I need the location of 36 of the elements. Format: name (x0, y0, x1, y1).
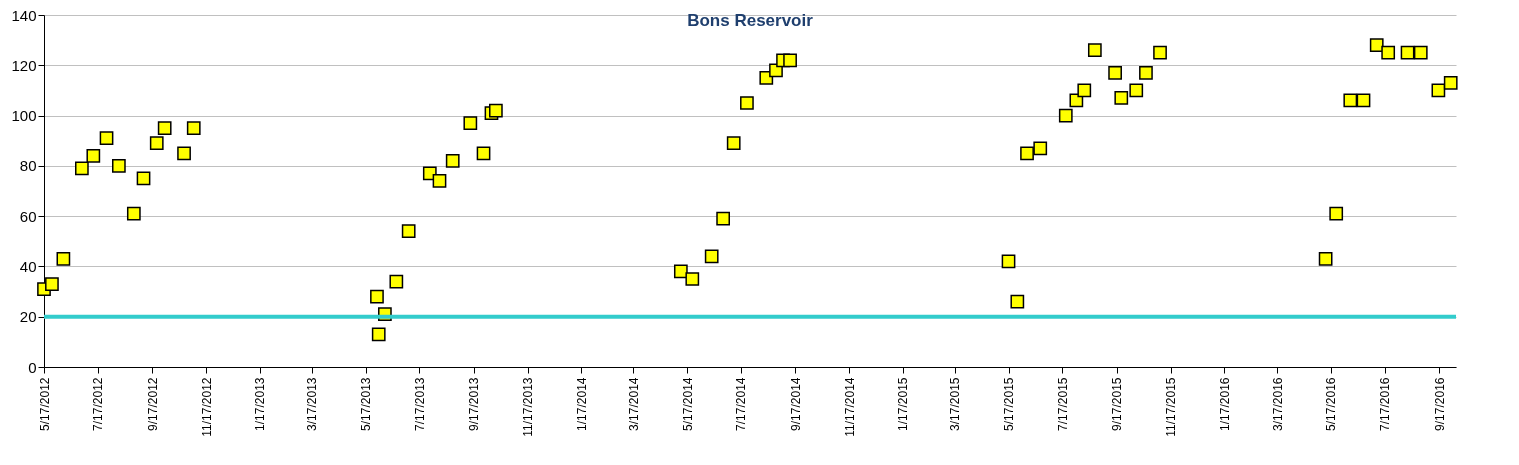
x-tick-label: 9/17/2014 (788, 377, 803, 431)
x-tick-label: 7/17/2012 (91, 377, 106, 431)
x-tick-label: 11/17/2013 (521, 377, 536, 437)
chart-title: Bons Reservoir (687, 11, 814, 30)
x-tick-label: 5/17/2014 (680, 377, 695, 431)
x-tick-label: 9/17/2015 (1110, 377, 1125, 431)
x-tick-label: 1/17/2015 (896, 377, 911, 431)
x-tick-label: 7/17/2015 (1055, 377, 1070, 431)
x-tick-label: 9/17/2016 (1432, 377, 1447, 431)
x-tick-label: 11/17/2014 (842, 377, 857, 437)
y-tick-label: 100 (11, 107, 37, 125)
x-tick-label: 5/17/2013 (359, 377, 374, 431)
x-tick-label: 1/17/2013 (253, 377, 268, 431)
x-tick-label: 1/17/2016 (1217, 377, 1232, 431)
x-tick-label: 5/17/2015 (1002, 377, 1017, 431)
x-tick-label: 7/17/2014 (734, 377, 749, 431)
x-tick-label: 11/17/2012 (199, 377, 214, 437)
y-tick-label: 140 (11, 6, 37, 24)
x-tick-label: 3/17/2013 (305, 377, 320, 431)
y-tick-label: 20 (19, 308, 37, 326)
x-tick-label: 1/17/2014 (574, 377, 589, 431)
x-tick-label: 7/17/2013 (412, 377, 427, 431)
x-tick-label: 11/17/2015 (1164, 377, 1179, 437)
x-tick-label: 9/17/2012 (145, 377, 160, 431)
x-tick-label: 3/17/2016 (1270, 377, 1285, 431)
x-tick-label: 3/17/2014 (626, 377, 641, 431)
x-tick-label: 5/17/2012 (37, 377, 52, 431)
x-tick-label: 5/17/2016 (1324, 377, 1339, 431)
x-tick-label: 3/17/2015 (948, 377, 963, 431)
x-tick-label: 9/17/2013 (467, 377, 482, 431)
y-tick-label: 80 (19, 157, 37, 175)
y-tick-label: 40 (19, 257, 37, 275)
x-tick-label: 7/17/2016 (1378, 377, 1393, 431)
y-tick-label: 0 (28, 358, 37, 376)
y-tick-label: 60 (19, 207, 37, 225)
y-tick-label: 120 (11, 56, 37, 74)
